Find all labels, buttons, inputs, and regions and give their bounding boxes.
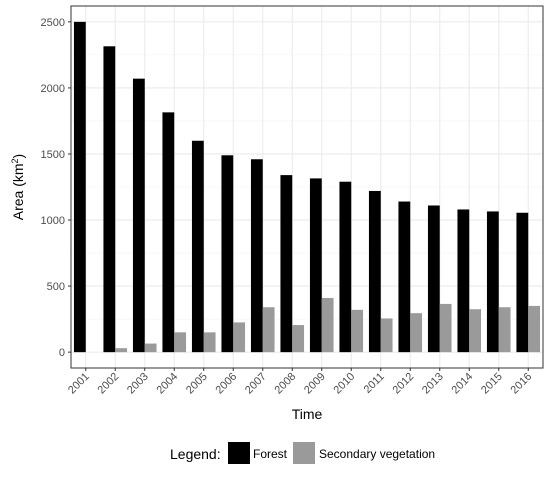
bar-secondary-vegetation-2002 <box>115 348 128 353</box>
y-tick-label: 1000 <box>41 215 65 227</box>
y-tick-label: 1500 <box>41 149 65 161</box>
x-tick-label: 2012 <box>391 371 417 397</box>
bar-secondary-vegetation-2011 <box>380 318 393 353</box>
bar-secondary-vegetation-2010 <box>351 309 364 353</box>
x-tick-label: 2008 <box>273 371 299 397</box>
x-tick-label: 2016 <box>509 371 535 397</box>
bar-secondary-vegetation-2016 <box>528 305 541 353</box>
bar-forest-2012 <box>398 201 411 353</box>
bar-forest-2008 <box>280 175 293 353</box>
bar-forest-2009 <box>309 178 322 353</box>
bar-forest-2011 <box>368 190 381 353</box>
x-axis-title: Time <box>292 406 323 422</box>
bar-forest-2015 <box>486 211 499 353</box>
bar-forest-2002 <box>103 46 116 353</box>
bar-secondary-vegetation-2008 <box>292 325 305 353</box>
x-tick-label: 2010 <box>332 371 358 397</box>
y-axis-title-end: ) <box>10 154 26 159</box>
y-axis-title-main: Area (km <box>10 163 26 220</box>
x-tick-label: 2007 <box>243 371 269 397</box>
y-axis-title-sup: 2 <box>10 158 20 163</box>
y-tick-label: 2500 <box>41 17 65 29</box>
legend-title: Legend: <box>170 446 221 462</box>
bar-forest-2006 <box>221 155 234 353</box>
x-tick-label: 2005 <box>184 371 210 397</box>
bar-secondary-vegetation-2006 <box>233 322 246 353</box>
x-tick-label: 2011 <box>362 371 387 396</box>
bar-secondary-vegetation-2014 <box>469 309 482 353</box>
legend: Legend: Forest Secondary vegetation <box>170 442 435 464</box>
x-tick-label: 2015 <box>479 371 505 397</box>
bar-forest-2010 <box>339 181 352 353</box>
bar-secondary-vegetation-2005 <box>203 332 216 353</box>
bar-forest-2003 <box>132 78 145 353</box>
y-axis-title: Area (km2) <box>10 154 26 220</box>
y-tick-label: 500 <box>47 281 65 293</box>
x-tick-label: 2013 <box>420 371 446 397</box>
bar-forest-2001 <box>73 21 86 353</box>
bar-secondary-vegetation-2012 <box>410 313 423 353</box>
y-tick-label: 0 <box>59 347 65 359</box>
legend-label-secondary-vegetation: Secondary vegetation <box>319 447 435 461</box>
bar-forest-2005 <box>191 140 204 353</box>
plot-border <box>70 5 544 369</box>
bar-secondary-vegetation-2009 <box>321 297 334 353</box>
x-tick-label: 2014 <box>450 371 476 397</box>
bar-forest-2004 <box>162 112 175 353</box>
bar-secondary-vegetation-2003 <box>144 343 157 353</box>
bars <box>73 21 541 353</box>
bar-secondary-vegetation-2015 <box>498 307 511 353</box>
x-tick-label: 2009 <box>302 371 328 397</box>
bar-secondary-vegetation-2004 <box>174 332 187 353</box>
x-axis: 2001 2002 2003 2004 2005 2006 2007 2008 2009 2010… <box>66 368 534 396</box>
legend-key-secondary-vegetation <box>293 442 315 464</box>
bar-secondary-vegetation-2007 <box>262 307 275 353</box>
x-tick-label: 2006 <box>214 371 240 397</box>
bar-forest-2016 <box>516 212 529 353</box>
y-axis: 0 500 1000 1500 2000 2500 <box>41 17 71 359</box>
x-tick-label: 2004 <box>155 371 181 397</box>
bar-secondary-vegetation-2013 <box>439 303 452 353</box>
bar-forest-2013 <box>427 205 440 353</box>
x-tick-label: 2001 <box>66 371 92 397</box>
legend-key-forest <box>228 442 250 464</box>
bar-forest-2007 <box>250 159 263 353</box>
legend-label-forest: Forest <box>253 447 288 461</box>
x-tick-label: 2002 <box>96 371 122 397</box>
x-tick-label: 2003 <box>125 371 151 397</box>
bar-forest-2014 <box>457 209 470 353</box>
y-tick-label: 2000 <box>41 83 65 95</box>
